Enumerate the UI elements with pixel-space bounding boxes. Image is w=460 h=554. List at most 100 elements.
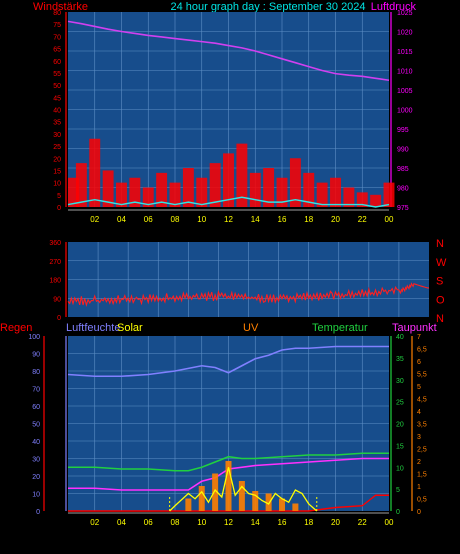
rain-tick-label: 70	[32, 387, 40, 394]
pressure-tick-label: 995	[397, 127, 409, 134]
wind-pressure-series	[67, 20, 395, 208]
uv-bar	[185, 498, 192, 511]
uv-tick-label: 0	[417, 509, 421, 516]
dewpoint-label: Taupunkt	[392, 322, 437, 334]
rain-tick-label: 30	[32, 457, 40, 464]
x-tick-label: 04	[117, 215, 126, 224]
temperature-tick-label: 30	[396, 378, 404, 385]
temperature-tick-label: 5	[396, 487, 400, 494]
wind-tick-label: 30	[53, 132, 61, 139]
uv-tick-label: 1	[417, 484, 421, 491]
wind-gust-bar	[196, 177, 208, 207]
rain-tick-label: 50	[32, 422, 40, 429]
pressure-tick-label: 1000	[397, 108, 413, 115]
wind-tick-label: 75	[53, 22, 61, 29]
pressure-tick-label: 990	[397, 147, 409, 154]
pressure-tick-label: 985	[397, 166, 409, 173]
temperature-tick-label: 20	[396, 422, 404, 429]
direction-tick-label: 180	[49, 278, 61, 285]
wind-gust-bar	[89, 138, 101, 207]
uv-bar	[279, 498, 285, 511]
rain-tick-label: 0	[36, 509, 40, 516]
wind-tick-label: 50	[53, 83, 61, 90]
x-tick-label: 08	[171, 215, 180, 224]
temperature-tick-label: 25	[396, 400, 404, 407]
wind-gust-bar	[276, 177, 288, 207]
wind-tick-label: 35	[53, 120, 61, 127]
uv-tick-label: 4	[417, 409, 421, 416]
temperature-tick-label: 40	[396, 334, 404, 341]
wind-tick-label: 65	[53, 47, 61, 54]
x-tick-label: 00	[385, 215, 394, 224]
x-tick-label: 12	[224, 215, 233, 224]
rain-tick-label: 10	[32, 492, 40, 499]
rain-tick-label: 80	[32, 369, 40, 376]
x-tick-label: 20	[331, 215, 340, 224]
wind-tick-label: 0	[57, 205, 61, 212]
wind-tick-label: 55	[53, 71, 61, 78]
pressure-tick-label: 975	[397, 205, 409, 212]
wind-gust-bar	[263, 168, 275, 207]
wind-pressure-x-axis: 02 04 06 08 10 12 14 16 18 20 22 00	[68, 209, 394, 224]
x-tick-label: 04	[117, 518, 126, 527]
wind-gust-bar	[182, 168, 194, 207]
wind-tick-label: 60	[53, 59, 61, 66]
x-tick-label: 06	[144, 215, 153, 224]
wind-gust-bar	[129, 177, 141, 207]
wind-gust-bar	[75, 163, 87, 207]
x-tick-label: 22	[358, 518, 367, 527]
uv-tick-label: 3,5	[417, 422, 427, 429]
temperature-tick-label: 35	[396, 356, 404, 363]
pressure-tick-label: 1005	[397, 88, 413, 95]
x-tick-label: 10	[197, 215, 206, 224]
rain-tick-label: 90	[32, 352, 40, 359]
uv-tick-label: 5	[417, 384, 421, 391]
uv-tick-label: 5,5	[417, 372, 427, 379]
wind-tick-label: 5	[57, 193, 61, 200]
direction-tick-label: 90	[53, 296, 61, 303]
wind-gust-bar	[249, 172, 261, 207]
x-tick-label: 00	[385, 518, 394, 527]
wind-direction-line	[67, 282, 430, 308]
compass-label: S	[436, 276, 443, 288]
wind-gust-bar	[383, 182, 395, 207]
humidity-line	[67, 345, 389, 378]
wind-tick-label: 20	[53, 156, 61, 163]
uv-tick-label: 4,5	[417, 397, 427, 404]
uv-tick-label: 2,5	[417, 447, 427, 454]
x-tick-label: 20	[331, 518, 340, 527]
x-tick-label: 06	[144, 518, 153, 527]
wind-gust-bar	[169, 182, 181, 207]
climate-series	[67, 345, 389, 512]
x-tick-label: 18	[304, 215, 313, 224]
uv-tick-label: 1,5	[417, 472, 427, 479]
uv-bar	[252, 491, 259, 511]
temperature-right-axis: 40 35 30 25 20 15 10 5 0	[390, 334, 404, 516]
direction-tick-label: 360	[49, 240, 61, 247]
temperature-label: Temperatur	[312, 322, 368, 334]
wind-gust-bar	[209, 163, 221, 207]
pressure-tick-label: 1015	[397, 49, 413, 56]
rain-label: Regen	[0, 322, 32, 334]
wind-gust-bar	[156, 172, 168, 207]
x-tick-label: 10	[197, 518, 206, 527]
compass-label: W	[436, 257, 447, 269]
solar-line	[169, 467, 318, 512]
header-title: 24 hour graph day : September 30 2024	[170, 1, 365, 13]
wind-tick-label: 80	[53, 10, 61, 17]
wind-gust-bar	[356, 192, 368, 207]
uv-tick-label: 7	[417, 334, 421, 341]
wind-gust-bar	[330, 177, 341, 207]
uv-label: UV	[243, 322, 259, 334]
compass-label: N	[436, 313, 444, 325]
x-tick-label: 14	[251, 518, 260, 527]
wind-gust-bar	[316, 182, 328, 207]
uv-bar	[292, 503, 299, 511]
wind-tick-label: 40	[53, 108, 61, 115]
temperature-line	[68, 452, 389, 472]
x-tick-label: 08	[171, 518, 180, 527]
wind-gust-bar	[68, 177, 79, 207]
x-tick-label: 22	[358, 215, 367, 224]
